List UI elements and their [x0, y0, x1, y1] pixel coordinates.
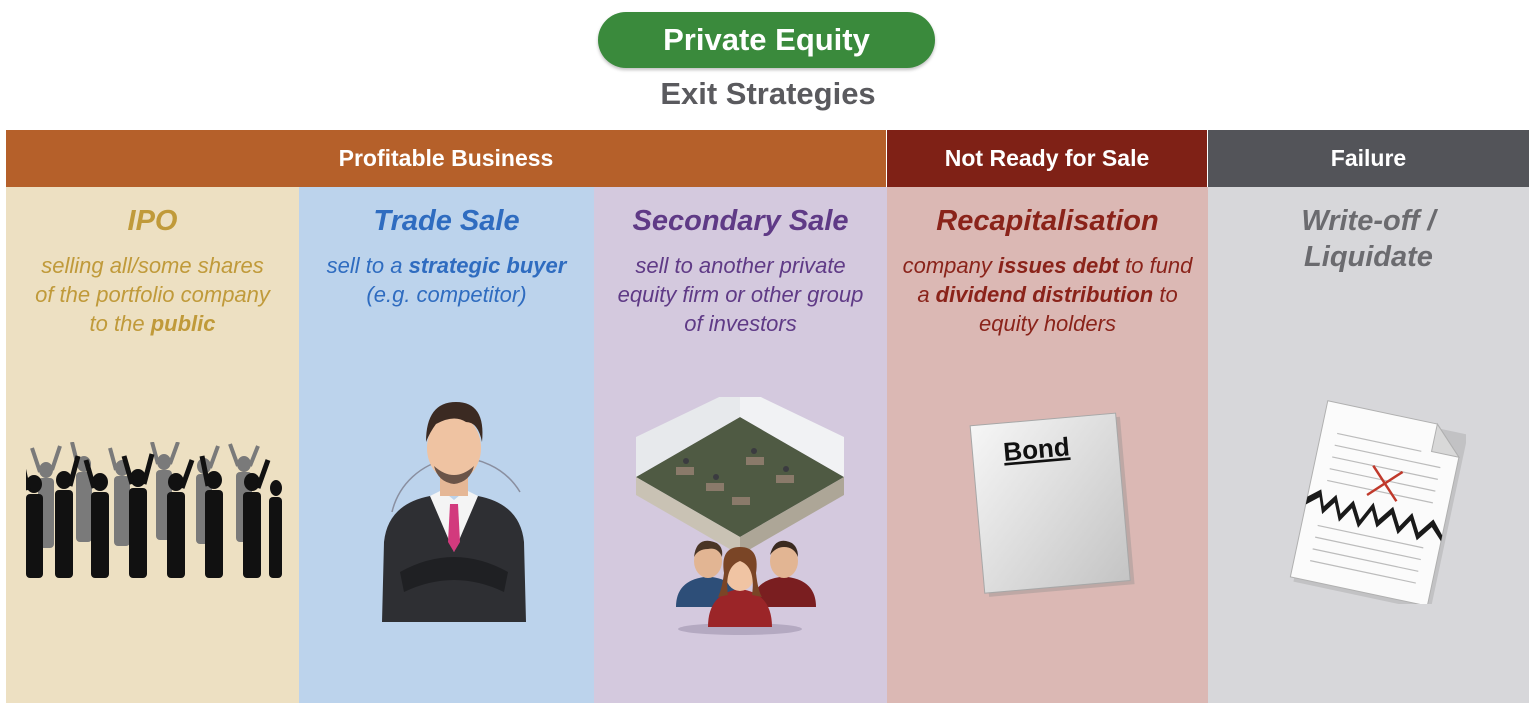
ipo-desc-line3: to the [89, 311, 151, 336]
column-trade-sale: Trade Sale sell to a strategic buyer (e.… [299, 187, 594, 703]
recap-desc-text2: to fund [1119, 253, 1193, 278]
column-write-off: Write-off / Liquidate [1208, 187, 1529, 703]
trade-desc-text: sell to a [326, 253, 409, 278]
write-off-title-line2: Liquidate [1304, 241, 1433, 273]
crowd-silhouette-icon [26, 442, 282, 578]
category-failure: Failure [1208, 130, 1529, 187]
bond-document-icon: Bond [969, 412, 1135, 597]
secondary-desc-line1: sell to another private [635, 253, 846, 278]
page-subtitle: Exit Strategies [660, 76, 876, 111]
ipo-description: selling all/some shares of the portfolio… [6, 251, 299, 338]
recapitalisation-description: company issues debt to fund a dividend d… [887, 251, 1208, 338]
secondary-sale-title: Secondary Sale [632, 205, 849, 237]
trade-desc-line2: (e.g. competitor) [366, 282, 527, 307]
ipo-desc-line2: of the portfolio company [35, 282, 270, 307]
title-pill: Private Equity [598, 12, 935, 68]
ipo-desc-emphasis: public [150, 311, 216, 336]
businessman-icon [382, 402, 526, 622]
office-investors-icon [636, 397, 844, 635]
recap-desc-text1: company [902, 253, 998, 278]
write-off-title: Write-off / Liquidate [1208, 203, 1529, 275]
category-not-ready-for-sale: Not Ready for Sale [887, 130, 1207, 187]
trade-sale-description: sell to a strategic buyer (e.g. competit… [299, 251, 594, 309]
recap-desc-text5: equity holders [979, 311, 1116, 336]
column-ipo: IPO selling all/some shares of the portf… [6, 187, 299, 703]
recap-desc-emphasis1: issues debt [997, 253, 1120, 278]
recap-desc-text4: to [1153, 282, 1178, 307]
bond-label: Bond [1002, 431, 1071, 467]
ipo-desc-line1: selling all/some shares [41, 253, 264, 278]
recapitalisation-title: Recapitalisation [936, 205, 1159, 237]
ipo-title: IPO [127, 205, 178, 237]
recap-desc-text3: a [917, 282, 936, 307]
recap-desc-emphasis2: dividend distribution [935, 282, 1154, 307]
column-secondary-sale: Secondary Sale sell to another private e… [594, 187, 887, 703]
secondary-sale-description: sell to another private equity firm or o… [594, 251, 887, 338]
secondary-desc-line3: of investors [684, 311, 797, 336]
secondary-desc-line2: equity firm or other group [617, 282, 864, 307]
category-profitable-business: Profitable Business [6, 130, 886, 187]
write-off-title-line1: Write-off / [1301, 205, 1436, 237]
trade-sale-title: Trade Sale [373, 205, 520, 237]
torn-contract-icon [1289, 400, 1466, 604]
trade-desc-emphasis: strategic buyer [408, 253, 567, 278]
column-recapitalisation: Recapitalisation company issues debt to … [887, 187, 1208, 703]
